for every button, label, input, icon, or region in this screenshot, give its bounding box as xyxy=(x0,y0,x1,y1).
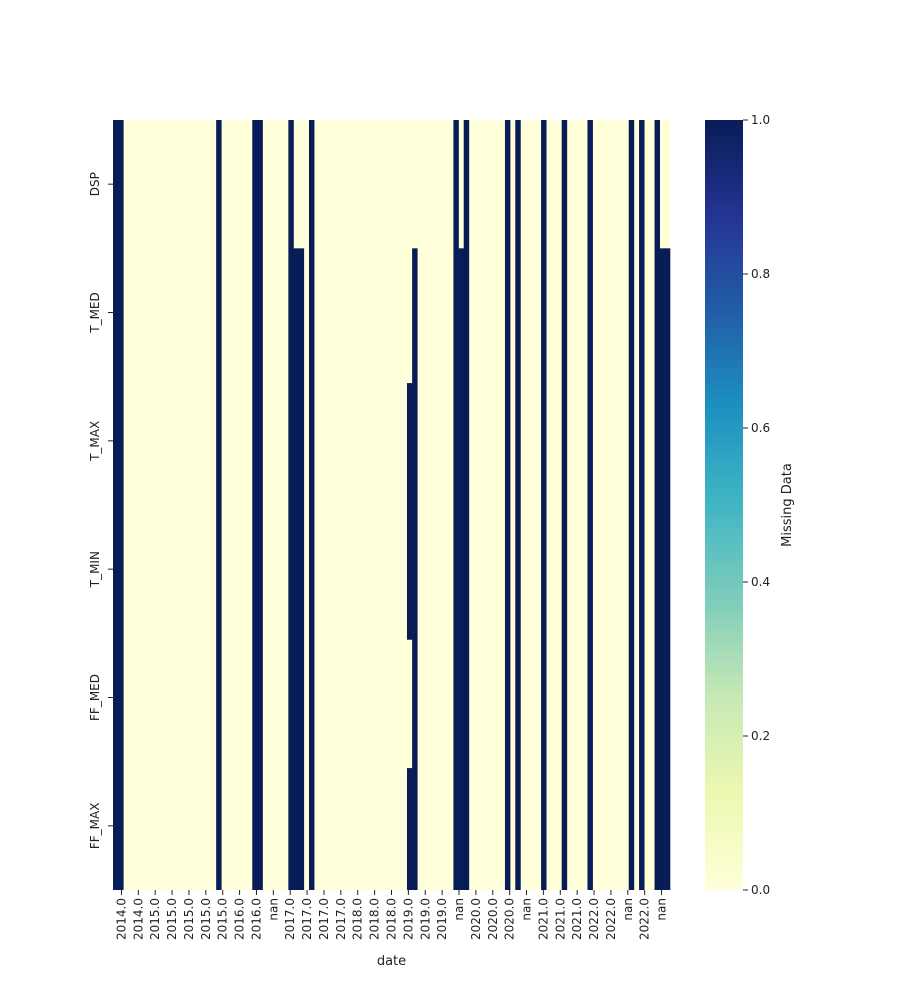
x-tick-label: 2016.0 xyxy=(233,898,247,940)
missing-cell-3 xyxy=(288,120,294,890)
missing-cell-13 xyxy=(515,120,521,890)
missing-cell-18 xyxy=(639,120,645,890)
missing-cell-9 xyxy=(453,120,459,890)
colorbar: 0.0 0.2 0.4 0.6 0.8 1.0 Missing Data xyxy=(705,113,795,897)
x-tick-label: 2021.0 xyxy=(536,898,550,940)
x-tick-label: nan xyxy=(520,898,534,921)
x-tick-label: nan xyxy=(621,898,635,921)
x-tick-label: 2017.0 xyxy=(283,898,297,940)
colorbar-label: Missing Data xyxy=(780,463,795,547)
x-tick-label: nan xyxy=(452,898,466,921)
x-tick-label: 2018.0 xyxy=(351,898,365,940)
missing-cell-8 xyxy=(412,248,418,890)
colorbar-tick-label: 0.4 xyxy=(751,575,770,589)
x-tick-label: 2019.0 xyxy=(401,898,415,940)
missing-cell-19 xyxy=(654,120,660,890)
x-tick-label: 2019.0 xyxy=(435,898,449,940)
y-tick-label: FF_MAX xyxy=(88,803,102,850)
y-axis: DSP T_MED T_MAX T_MIN FF_MED FF_MAX xyxy=(88,172,113,849)
x-tick-label: 2016.0 xyxy=(249,898,263,940)
y-tick-label: T_MIN xyxy=(88,551,102,588)
x-tick-label: 2014.0 xyxy=(114,898,128,940)
missing-cell-16 xyxy=(587,120,593,890)
x-tick-label: 2015.0 xyxy=(148,898,162,940)
heatmap-cells xyxy=(113,120,671,890)
colorbar-gradient xyxy=(705,120,743,890)
x-tick-label: nan xyxy=(655,898,669,921)
colorbar-tick-label: 0.6 xyxy=(751,421,770,435)
missing-cell-17 xyxy=(628,120,635,890)
x-tick-label: 2022.0 xyxy=(587,898,601,940)
y-tick-label: T_MAX xyxy=(88,421,102,462)
x-tick-label: 2021.0 xyxy=(553,898,567,940)
missing-cell-12 xyxy=(504,120,511,890)
missing-cell-6 xyxy=(406,383,413,640)
heatmap-plot-area xyxy=(113,120,671,890)
missing-cell-22 xyxy=(664,248,671,890)
x-axis: 2014.0 2014.0 2015.0 2015.0 2015.0 2015.0 2015… xyxy=(114,890,669,940)
x-tick-label: 2021.0 xyxy=(570,898,584,940)
colorbar-tick-label: 0.2 xyxy=(751,729,770,743)
x-tick-label: 2018.0 xyxy=(385,898,399,940)
y-tick-label: DSP xyxy=(88,172,102,196)
x-tick-label: 2015.0 xyxy=(216,898,230,940)
colorbar-tick-label: 0.0 xyxy=(751,883,770,897)
x-tick-label: nan xyxy=(266,898,280,921)
x-tick-label: 2020.0 xyxy=(469,898,483,940)
x-tick-label: 2017.0 xyxy=(317,898,331,940)
missing-cell-15 xyxy=(561,120,568,890)
x-tick-label: 2020.0 xyxy=(503,898,517,940)
x-tick-label: 2020.0 xyxy=(486,898,500,940)
missing-cell-4 xyxy=(293,248,305,890)
colorbar-ticks: 0.0 0.2 0.4 0.6 0.8 1.0 xyxy=(743,113,770,897)
missing-cell-10 xyxy=(458,248,465,890)
x-tick-label: 2018.0 xyxy=(368,898,382,940)
missing-cell-0 xyxy=(113,120,124,890)
colorbar-tick-label: 0.8 xyxy=(751,267,770,281)
missing-cell-14 xyxy=(541,120,547,890)
missing-cell-11 xyxy=(463,120,470,890)
x-tick-label: 2015.0 xyxy=(182,898,196,940)
missing-cell-7 xyxy=(406,768,413,890)
heatmap-background xyxy=(113,120,670,890)
y-tick-label: T_MED xyxy=(88,292,102,334)
x-axis-label: date xyxy=(377,954,406,969)
missing-cell-5 xyxy=(308,120,315,890)
x-tick-label: 2022.0 xyxy=(638,898,652,940)
y-tick-label: FF_MED xyxy=(88,674,102,721)
colorbar-tick-label: 1.0 xyxy=(751,113,770,127)
x-tick-label: 2017.0 xyxy=(300,898,314,940)
x-tick-label: 2019.0 xyxy=(418,898,432,940)
missing-cell-21 xyxy=(659,639,666,890)
x-tick-label: 2014.0 xyxy=(131,898,145,940)
x-tick-label: 2015.0 xyxy=(165,898,179,940)
missing-cell-1 xyxy=(216,120,222,890)
x-tick-label: 2022.0 xyxy=(604,898,618,940)
x-tick-label: 2017.0 xyxy=(334,898,348,940)
x-tick-label: 2015.0 xyxy=(199,898,213,940)
missing-cell-2 xyxy=(252,120,263,890)
missing-cell-20 xyxy=(659,248,666,890)
